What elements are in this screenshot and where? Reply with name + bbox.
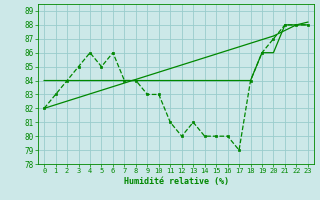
X-axis label: Humidité relative (%): Humidité relative (%) bbox=[124, 177, 228, 186]
